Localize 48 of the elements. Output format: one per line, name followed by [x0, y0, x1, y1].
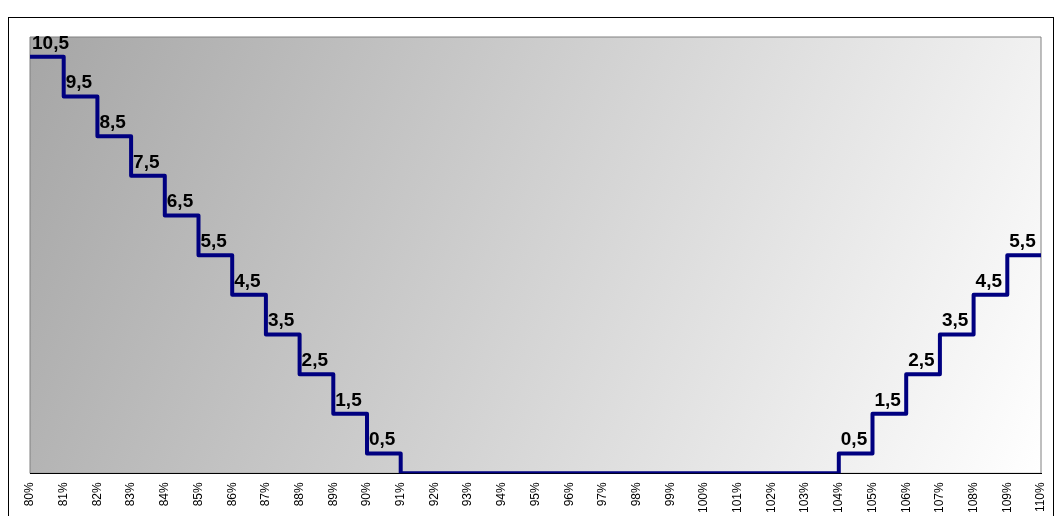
x-tick-label: 86% — [224, 481, 239, 507]
x-tick-label: 90% — [359, 481, 374, 507]
data-label: 3,5 — [941, 309, 969, 331]
x-tick-label: 80% — [22, 481, 37, 507]
x-tick-label: 87% — [258, 481, 273, 507]
data-label: 5,5 — [200, 229, 228, 251]
data-label: 8,5 — [99, 110, 127, 132]
x-tick-label: 84% — [157, 481, 172, 507]
data-label: 1,5 — [335, 388, 363, 410]
x-tick-label: 102% — [763, 481, 778, 514]
x-tick-label: 98% — [628, 481, 643, 507]
x-tick-label: 88% — [291, 481, 306, 507]
data-label: 6,5 — [166, 190, 194, 212]
x-tick-label: 97% — [595, 481, 610, 507]
x-tick-label: 103% — [797, 481, 812, 514]
x-tick-label: 81% — [56, 481, 71, 507]
x-tick-label: 107% — [932, 481, 947, 514]
x-tick-label: 101% — [730, 481, 745, 514]
x-tick-label: 105% — [864, 481, 879, 514]
x-tick-label: 110% — [1033, 481, 1048, 513]
data-label: 3,5 — [267, 309, 295, 331]
x-tick-label: 85% — [190, 481, 205, 507]
data-label: 2,5 — [908, 348, 936, 370]
data-label: 9,5 — [65, 71, 93, 93]
x-tick-label: 99% — [662, 481, 677, 507]
x-tick-label: 104% — [831, 481, 846, 514]
x-tick-label: 100% — [696, 481, 711, 514]
x-tick-label: 108% — [965, 481, 980, 514]
data-label: 0,5 — [840, 428, 868, 450]
data-label: 4,5 — [234, 269, 262, 291]
x-tick-label: 109% — [999, 481, 1014, 514]
data-label: 4,5 — [975, 269, 1003, 291]
data-label: 2,5 — [301, 348, 329, 370]
data-label: 1,5 — [874, 388, 902, 410]
data-label: 0,5 — [369, 428, 396, 450]
x-tick-label: 82% — [89, 481, 104, 507]
x-tick-label: 92% — [426, 481, 441, 507]
x-tick-label: 93% — [460, 481, 475, 507]
data-label: 10,5 — [32, 31, 70, 53]
x-tick-label: 83% — [123, 481, 138, 507]
x-tick-label: 96% — [561, 481, 576, 507]
data-label: 5,5 — [1009, 229, 1037, 251]
x-tick-label: 91% — [393, 481, 408, 507]
x-tick-label: 95% — [527, 481, 542, 507]
data-label: 7,5 — [133, 150, 160, 172]
x-tick-label: 106% — [898, 481, 913, 514]
x-tick-label: 89% — [325, 481, 340, 507]
x-tick-label: 94% — [494, 481, 509, 507]
